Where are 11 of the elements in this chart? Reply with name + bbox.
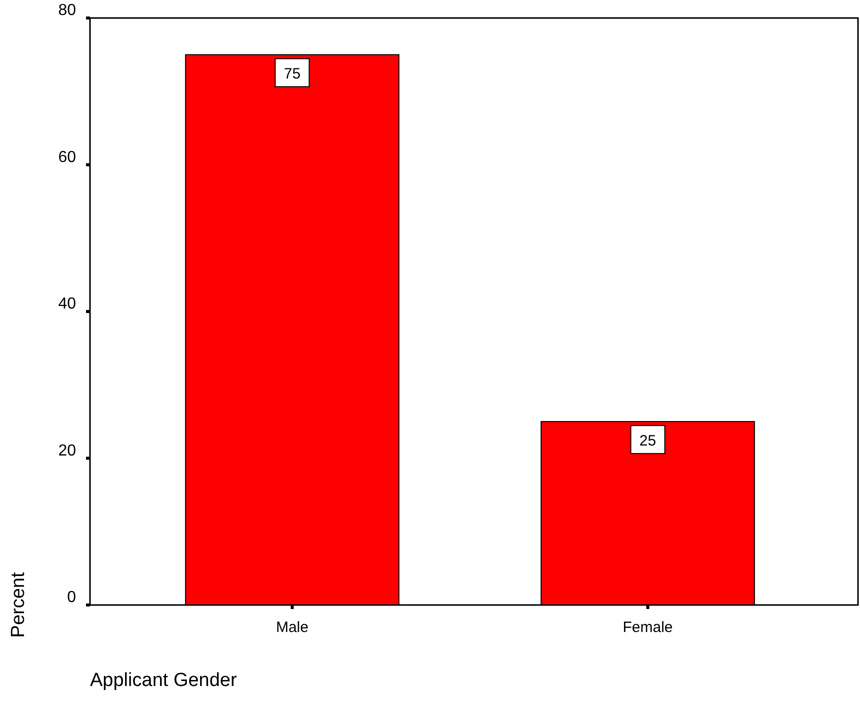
y-tick-label: 40 [58,296,76,312]
y-tick-label: 20 [58,442,76,460]
data-label: 75 [284,66,301,83]
y-tick-label: 80 [58,2,76,19]
x-tick-label: Male [276,619,308,636]
y-axis-title: Percent [8,572,29,638]
x-tick-label: Female [622,619,673,636]
y-tick-label: 0 [67,589,76,606]
x-axis-title: Applicant Gender [90,670,238,691]
data-label: 25 [639,432,656,450]
y-tick-label: 60 [58,148,76,166]
